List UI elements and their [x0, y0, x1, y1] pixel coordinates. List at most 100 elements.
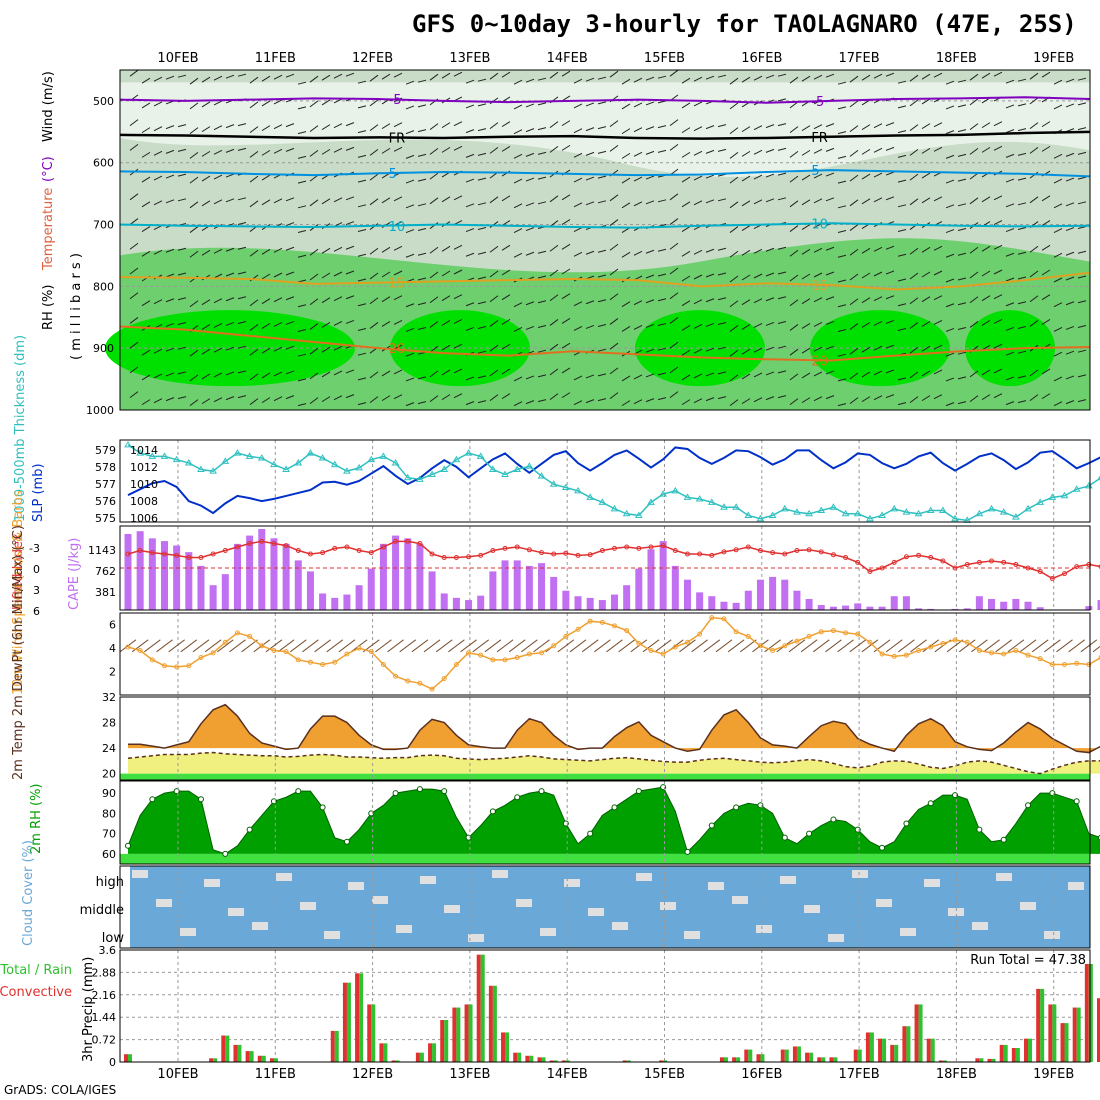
surface-barb — [144, 639, 161, 653]
thickness-marker — [367, 455, 376, 463]
cape-bar — [246, 535, 254, 610]
wind-barb — [501, 145, 511, 152]
wind-barb — [693, 175, 703, 181]
wind-barb — [285, 345, 295, 350]
temp-unit-label: (°C) — [41, 156, 56, 182]
wind-barb — [837, 205, 847, 209]
wind-barb — [945, 80, 955, 85]
wind-barb — [537, 300, 547, 304]
wind-barb — [825, 172, 835, 177]
wind-barb — [453, 121, 463, 127]
wind-barb — [657, 273, 667, 277]
wind-barb — [333, 345, 343, 351]
precip-conv-bar — [379, 1043, 384, 1062]
wind-barb — [189, 300, 199, 308]
cloud-area — [130, 866, 1090, 948]
wind-barb — [777, 73, 787, 77]
wind-barb — [921, 73, 931, 80]
wind-barb — [597, 398, 607, 402]
cape-bar — [428, 571, 436, 610]
wind-barb — [705, 75, 715, 80]
cape-bar — [611, 594, 618, 610]
lifted-marker — [782, 551, 788, 557]
cloud-gap — [756, 925, 772, 933]
wind-barb — [609, 243, 619, 251]
wind-barb — [633, 399, 643, 405]
thickness-marker — [598, 498, 607, 505]
wind-barb — [321, 148, 331, 155]
wind-barb — [1041, 145, 1051, 152]
wind-barb — [777, 296, 787, 300]
wind-barb — [333, 123, 343, 129]
cape-bar — [465, 600, 473, 610]
wind-barb — [477, 350, 487, 354]
wind-barb — [777, 98, 787, 102]
wind-barb — [813, 74, 823, 80]
lifted-marker — [186, 555, 192, 560]
wind-barb — [981, 146, 991, 153]
wind-barb — [789, 175, 799, 183]
wind-barb — [705, 125, 715, 130]
wind-barb — [645, 373, 655, 378]
wind-barb — [609, 144, 619, 152]
wind-barb — [669, 193, 679, 201]
precip-total-bar — [1088, 964, 1093, 1062]
thickness-marker — [1024, 504, 1032, 512]
wind-barb — [273, 322, 283, 327]
lifted-marker — [563, 550, 569, 556]
cape-bar — [586, 597, 594, 610]
rh-tick: 60 — [102, 848, 116, 861]
precip-conv-bar — [780, 1049, 785, 1062]
wind-barb — [885, 344, 895, 349]
wind-barb — [237, 123, 247, 127]
cape-bar — [829, 606, 837, 610]
wind-barb — [477, 375, 487, 379]
wind-barb — [873, 271, 883, 277]
wind-barb — [513, 401, 523, 407]
thickness-marker — [184, 458, 193, 466]
precip-conv-bar — [1048, 1004, 1053, 1062]
wind-barb — [525, 128, 535, 133]
wind-barb — [621, 152, 631, 159]
cloud-gap — [540, 928, 556, 936]
rh-marker — [587, 830, 594, 837]
wind-barb — [477, 78, 487, 82]
wind-barb — [237, 271, 247, 275]
wind-barb — [213, 149, 223, 155]
wind-barb — [1077, 250, 1087, 254]
wind-barb — [357, 130, 367, 134]
precip-total-bar — [1064, 1023, 1069, 1062]
wind-barb — [897, 154, 907, 158]
wind-barb — [345, 270, 355, 275]
wind-barb — [237, 320, 247, 324]
wind-barb — [513, 79, 523, 85]
wind-barb — [1065, 400, 1075, 405]
wind-barb — [1017, 301, 1027, 305]
wind-barb — [1053, 79, 1063, 85]
wind-barb — [549, 393, 559, 401]
wind-barb — [1005, 302, 1015, 307]
precip-conv-bar — [488, 985, 493, 1062]
wind-barb — [753, 199, 763, 205]
cape-label: CAPE (J/kg) — [67, 538, 82, 610]
wind-barb — [453, 368, 463, 374]
wind-barb — [249, 101, 259, 109]
wind-barb — [441, 344, 451, 351]
wind-barb — [1053, 327, 1063, 332]
lifted-marker — [818, 549, 824, 555]
wind-barb — [945, 154, 955, 159]
wind-barb — [1005, 376, 1015, 381]
rh-base-band — [120, 853, 1090, 864]
wind-barb — [981, 369, 991, 376]
wind-barb — [1029, 295, 1039, 303]
wind-barb — [609, 367, 619, 375]
surface-barb — [448, 639, 465, 653]
wind-barb — [177, 173, 187, 177]
cape-tick: 762 — [95, 565, 116, 578]
wind-barb — [789, 200, 799, 208]
surface-barb — [1056, 639, 1073, 653]
wind-barb — [213, 125, 223, 131]
rh-marker — [903, 820, 910, 827]
wind-barb — [357, 253, 367, 257]
wind-barb — [957, 153, 967, 157]
